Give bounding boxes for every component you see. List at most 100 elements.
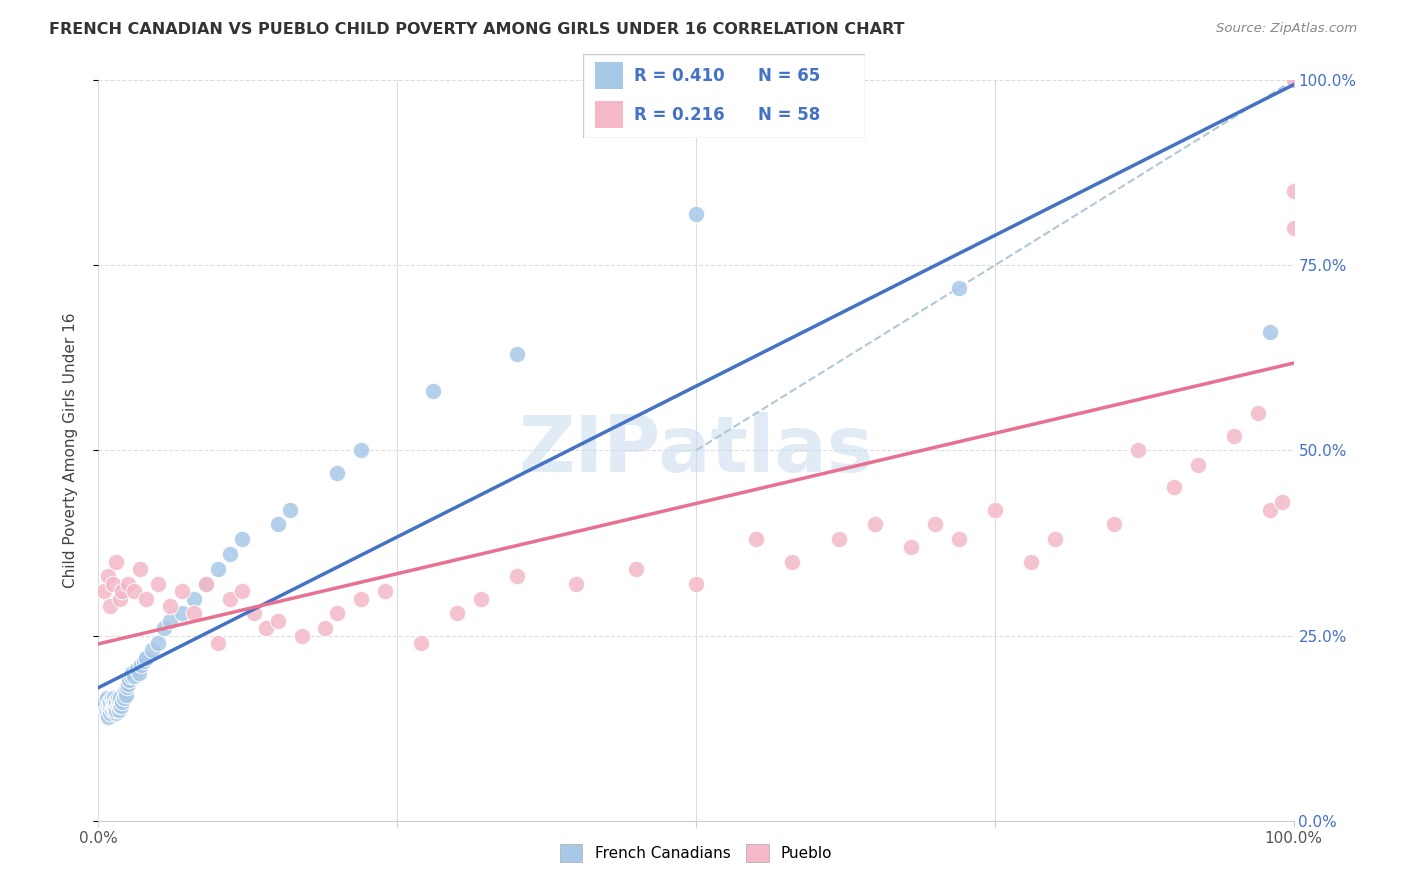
Point — [506, 569, 529, 583]
Point — [1282, 221, 1305, 235]
Point — [108, 698, 131, 713]
Point — [141, 643, 163, 657]
Point — [1187, 458, 1209, 473]
Y-axis label: Child Poverty Among Girls Under 16: Child Poverty Among Girls Under 16 — [63, 313, 77, 588]
Point — [172, 584, 194, 599]
Point — [94, 703, 117, 717]
Point — [207, 636, 229, 650]
Point — [96, 691, 118, 706]
Point — [125, 662, 148, 676]
Point — [1019, 555, 1042, 569]
Point — [446, 607, 468, 621]
Point — [107, 691, 129, 706]
Point — [112, 691, 135, 706]
Point — [1271, 495, 1294, 509]
Point — [117, 576, 139, 591]
Point — [780, 555, 803, 569]
Point — [1043, 533, 1066, 547]
Point — [132, 655, 155, 669]
Point — [100, 703, 122, 717]
Point — [101, 576, 124, 591]
Point — [183, 591, 205, 606]
Point — [1282, 73, 1305, 87]
Point — [101, 698, 124, 713]
Point — [103, 703, 125, 717]
Point — [97, 569, 120, 583]
Point — [153, 621, 176, 635]
Point — [108, 591, 131, 606]
Point — [1282, 73, 1305, 87]
Point — [117, 676, 139, 690]
Point — [195, 576, 218, 591]
Point — [1258, 325, 1281, 339]
Point — [685, 206, 707, 220]
Point — [948, 533, 970, 547]
Point — [350, 443, 373, 458]
Point — [948, 280, 970, 294]
Point — [685, 576, 707, 591]
Point — [115, 688, 138, 702]
Point — [267, 517, 290, 532]
Point — [1104, 517, 1126, 532]
Point — [626, 562, 648, 576]
Point — [865, 517, 887, 532]
Point — [120, 669, 142, 683]
Point — [107, 698, 129, 713]
Point — [135, 650, 157, 665]
Point — [1282, 73, 1305, 87]
Point — [326, 466, 349, 480]
Point — [1282, 73, 1305, 87]
Point — [103, 691, 125, 706]
Text: R = 0.216: R = 0.216 — [634, 105, 724, 123]
Point — [350, 591, 373, 606]
Point — [97, 698, 120, 713]
Point — [93, 695, 115, 709]
Point — [231, 584, 253, 599]
Point — [108, 691, 131, 706]
Point — [98, 706, 122, 721]
Point — [105, 706, 128, 721]
Point — [148, 636, 170, 650]
Point — [114, 684, 136, 698]
Point — [243, 607, 266, 621]
Legend: French Canadians, Pueblo: French Canadians, Pueblo — [554, 838, 838, 869]
FancyBboxPatch shape — [583, 54, 865, 138]
Point — [1163, 480, 1185, 494]
Point — [110, 698, 132, 713]
Point — [107, 703, 129, 717]
Point — [131, 658, 153, 673]
Text: N = 65: N = 65 — [758, 67, 820, 85]
Point — [98, 703, 121, 717]
Point — [159, 614, 181, 628]
Point — [124, 669, 146, 683]
Point — [315, 621, 337, 635]
Point — [135, 591, 157, 606]
Text: Source: ZipAtlas.com: Source: ZipAtlas.com — [1216, 22, 1357, 36]
Point — [506, 347, 529, 361]
Point — [411, 636, 433, 650]
Point — [104, 698, 127, 713]
Point — [159, 599, 181, 613]
Point — [207, 562, 229, 576]
Point — [103, 698, 125, 713]
Point — [422, 384, 444, 399]
Text: N = 58: N = 58 — [758, 105, 820, 123]
Point — [105, 555, 128, 569]
Point — [104, 695, 127, 709]
Point — [96, 706, 118, 721]
Point — [984, 502, 1007, 516]
Point — [219, 591, 242, 606]
Text: FRENCH CANADIAN VS PUEBLO CHILD POVERTY AMONG GIRLS UNDER 16 CORRELATION CHART: FRENCH CANADIAN VS PUEBLO CHILD POVERTY … — [49, 22, 904, 37]
Point — [374, 584, 396, 599]
Point — [101, 695, 124, 709]
Point — [129, 562, 152, 576]
Point — [124, 584, 146, 599]
Point — [97, 710, 120, 724]
Point — [148, 576, 170, 591]
Point — [326, 607, 349, 621]
Point — [105, 695, 128, 709]
Bar — [595, 62, 623, 89]
Point — [93, 698, 115, 713]
Point — [118, 673, 141, 687]
Point — [924, 517, 946, 532]
